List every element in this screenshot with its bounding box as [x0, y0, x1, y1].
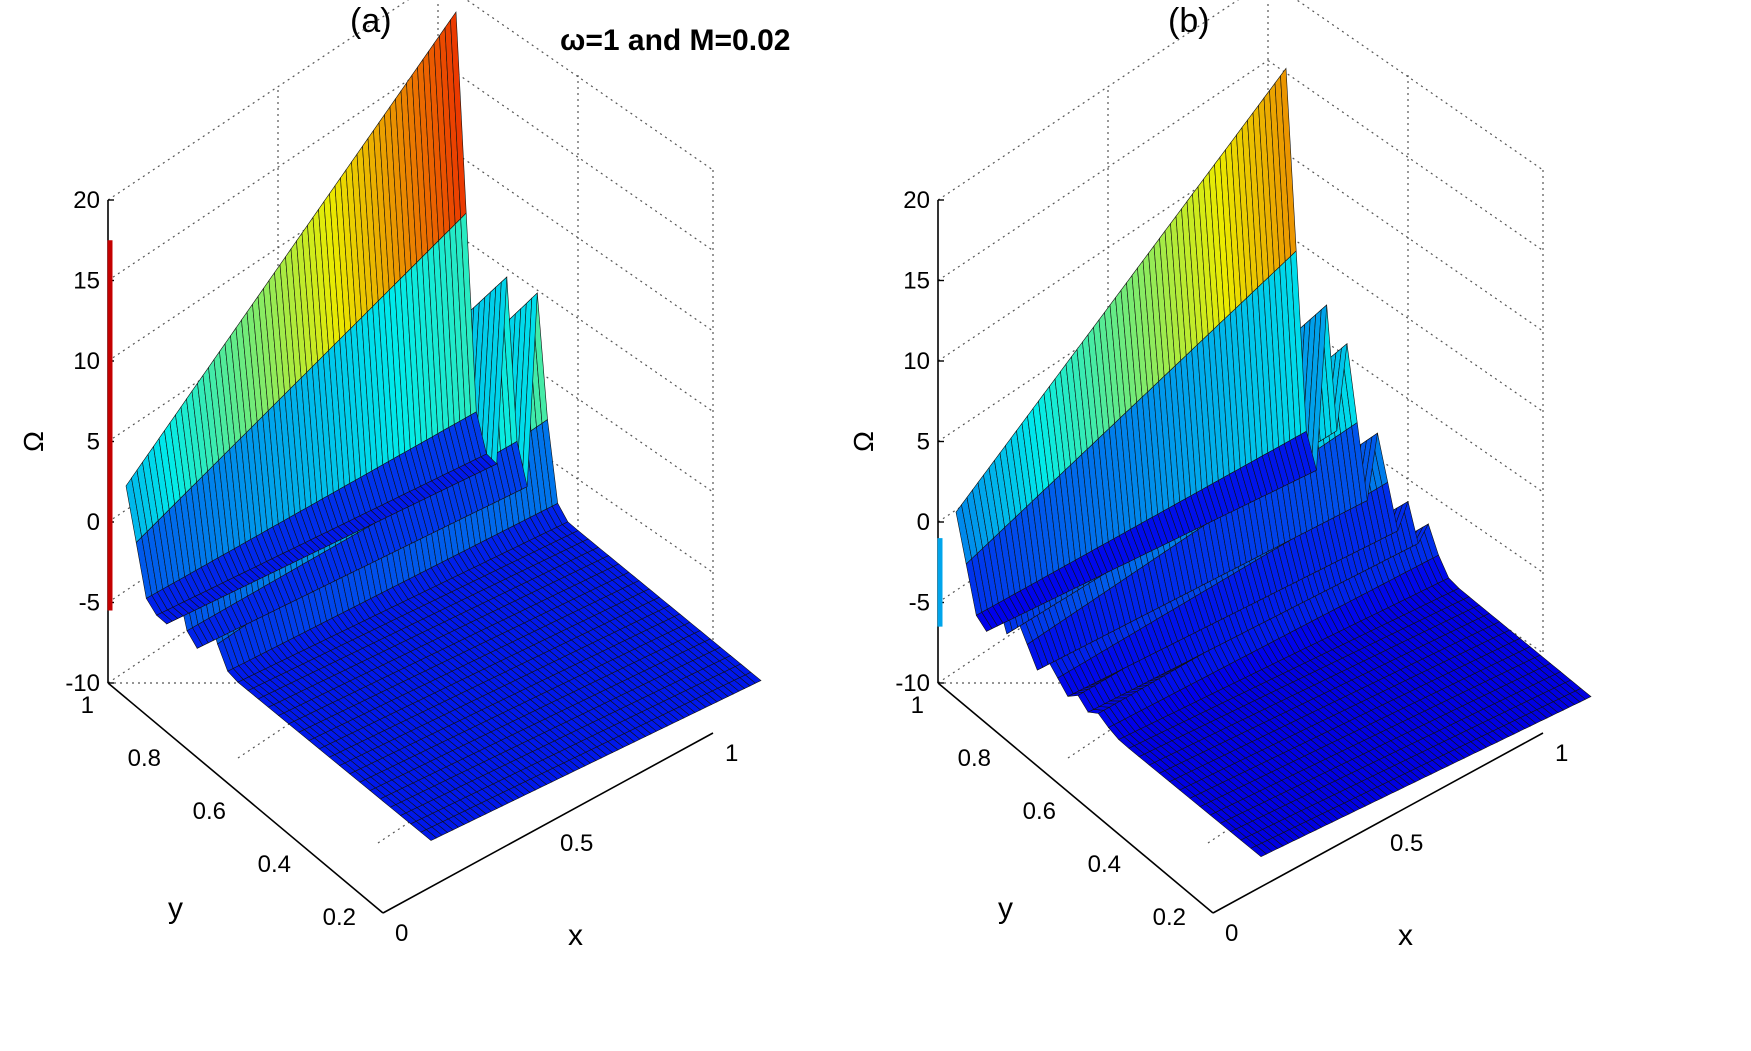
z-tick-label: -10 — [895, 670, 930, 697]
x-tick-label: 1 — [725, 740, 738, 767]
z-axis-label: Ω — [848, 431, 879, 452]
surface-patch — [450, 11, 467, 220]
z-ticks: -10 -5 0 5 10 15 20 — [65, 187, 100, 697]
panel-label-b: (b) — [1168, 2, 1210, 40]
x-ticks: 00.51 — [1225, 740, 1568, 947]
z-tick-label: -5 — [79, 590, 100, 617]
x-ticks: 00.51 — [395, 740, 738, 947]
y-tick-label: 1 — [81, 692, 94, 719]
panel-label-a: (a) — [350, 2, 392, 40]
x-axis — [1212, 732, 1544, 914]
y-tick-label: 0.2 — [1153, 904, 1186, 931]
y-axis-label: y — [168, 892, 183, 925]
z-tick-label: -5 — [909, 590, 930, 617]
z-tick-label: 15 — [903, 268, 930, 295]
grid-line — [437, 221, 714, 412]
y-axis-label: y — [998, 892, 1013, 925]
z-tick-label: 20 — [73, 187, 100, 214]
x-axis-label: x — [1398, 919, 1413, 952]
z-tick-label: 5 — [87, 429, 100, 456]
grid-line — [1267, 221, 1544, 412]
z-ticks: -10 -5 0 5 10 15 20 — [895, 187, 930, 697]
y-tick-label: 1 — [911, 692, 924, 719]
x-tick-label: 0.5 — [1390, 830, 1423, 857]
surface — [125, 11, 762, 841]
z-tick-label: 0 — [917, 509, 930, 536]
y-axis — [107, 682, 384, 914]
figure-title: ω=1 and M=0.02 — [560, 24, 791, 57]
y-axis — [937, 682, 1214, 914]
grid-line — [107, 0, 410, 201]
grid-line — [937, 0, 1240, 201]
z-tick-label: 15 — [73, 268, 100, 295]
x-axis-label: x — [568, 919, 583, 952]
x-tick-label: 1 — [1555, 740, 1568, 767]
z-tick-label: 10 — [73, 348, 100, 375]
z-tick-label: 20 — [903, 187, 930, 214]
y-tick-label: 0.4 — [258, 851, 291, 878]
grid-line — [1267, 60, 1544, 251]
y-tick-label: 0.8 — [128, 745, 161, 772]
y-tick-label: 0.2 — [323, 904, 356, 931]
grid-line — [437, 140, 714, 332]
y-tick-label: 0.6 — [1023, 798, 1056, 825]
grid-line — [1267, 140, 1544, 332]
grid-line — [937, 60, 1269, 281]
y-tick-label: 0.4 — [1088, 851, 1121, 878]
surface — [955, 67, 1592, 857]
x-tick-label: 0 — [395, 920, 408, 947]
y-ticks: 1 0.8 0.6 0.4 0.2 — [81, 692, 356, 931]
y-ticks: 1 0.8 0.6 0.4 0.2 — [911, 692, 1186, 931]
x-tick-label: 0 — [1225, 920, 1238, 947]
z-tick-label: 5 — [917, 429, 930, 456]
y-tick-label: 0.8 — [958, 745, 991, 772]
y-tick-label: 0.6 — [193, 798, 226, 825]
grid-line — [107, 60, 439, 281]
x-axis — [382, 732, 714, 914]
z-tick-label: 0 — [87, 509, 100, 536]
grid-line — [1295, 0, 1544, 171]
x-tick-label: 0.5 — [560, 830, 593, 857]
grid-line — [465, 0, 714, 171]
z-tick-label: 10 — [903, 348, 930, 375]
grid-line — [437, 60, 714, 251]
z-tick-label: -10 — [65, 670, 100, 697]
z-axis-label: Ω — [18, 431, 49, 452]
